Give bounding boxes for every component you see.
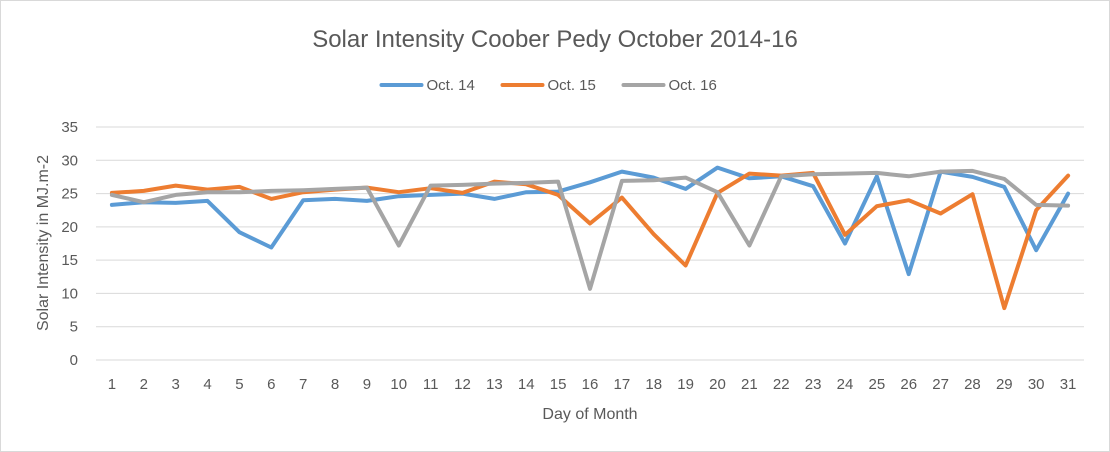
x-tick-label: 8 (331, 376, 339, 393)
series-line-1 (109, 165, 1071, 277)
y-axis-ticks: 0 5 10 15 20 25 30 35 (61, 119, 78, 369)
x-tick-label: 19 (677, 376, 694, 393)
x-tick-label: 26 (900, 376, 917, 393)
x-tick-label: 6 (267, 376, 275, 393)
legend-label-1: Oct. 14 (427, 77, 475, 94)
y-tick-label: 10 (61, 285, 78, 302)
x-tick-label: 3 (172, 376, 180, 393)
x-tick-label: 30 (1028, 376, 1045, 393)
legend-label-3: Oct. 16 (669, 77, 717, 94)
x-tick-label: 13 (486, 376, 503, 393)
x-tick-label: 23 (805, 376, 822, 393)
chart-title: Solar Intensity Coober Pedy October 2014… (312, 26, 798, 53)
series-lines (109, 165, 1071, 311)
x-tick-label: 7 (299, 376, 307, 393)
x-tick-label: 20 (709, 376, 726, 393)
x-tick-label: 9 (363, 376, 371, 393)
x-tick-label: 18 (645, 376, 662, 393)
series-line-2 (109, 170, 1071, 311)
legend-label-2: Oct. 15 (548, 77, 596, 94)
x-tick-label: 29 (996, 376, 1013, 393)
x-tick-label: 10 (390, 376, 407, 393)
x-tick-label: 31 (1060, 376, 1077, 393)
y-tick-label: 0 (70, 352, 78, 369)
x-axis-title: Day of Month (542, 406, 637, 423)
x-tick-label: 22 (773, 376, 790, 393)
x-tick-label: 5 (235, 376, 243, 393)
x-tick-label: 15 (550, 376, 567, 393)
y-axis-title: Solar Intensity in MJ.m-2 (35, 155, 52, 331)
y-tick-label: 20 (61, 219, 78, 236)
gridlines (96, 126, 1084, 361)
y-tick-label: 30 (61, 152, 78, 169)
x-tick-label: 2 (140, 376, 148, 393)
y-tick-label: 25 (61, 186, 78, 203)
x-tick-label: 25 (868, 376, 885, 393)
y-tick-label: 35 (61, 119, 78, 136)
x-tick-label: 27 (932, 376, 949, 393)
x-tick-label: 16 (582, 376, 599, 393)
x-tick-label: 28 (964, 376, 981, 393)
y-tick-label: 5 (70, 319, 78, 336)
x-tick-label: 14 (518, 376, 535, 393)
x-tick-label: 4 (203, 376, 211, 393)
x-tick-label: 12 (454, 376, 471, 393)
x-axis-ticks: 1 2 3 4 5 6 7 8 9 10 11 12 13 14 15 16 17 18 19 20 21 22 23 24 2… (108, 376, 1077, 393)
x-tick-label: 24 (837, 376, 854, 393)
series-line-3 (109, 168, 1071, 291)
x-tick-label: 21 (741, 376, 758, 393)
x-tick-label: 11 (423, 376, 439, 393)
x-tick-label: 17 (614, 376, 631, 393)
x-tick-label: 1 (108, 376, 116, 393)
legend: Oct. 14 Oct. 15 Oct. 16 (379, 77, 717, 94)
y-tick-label: 15 (61, 252, 78, 269)
